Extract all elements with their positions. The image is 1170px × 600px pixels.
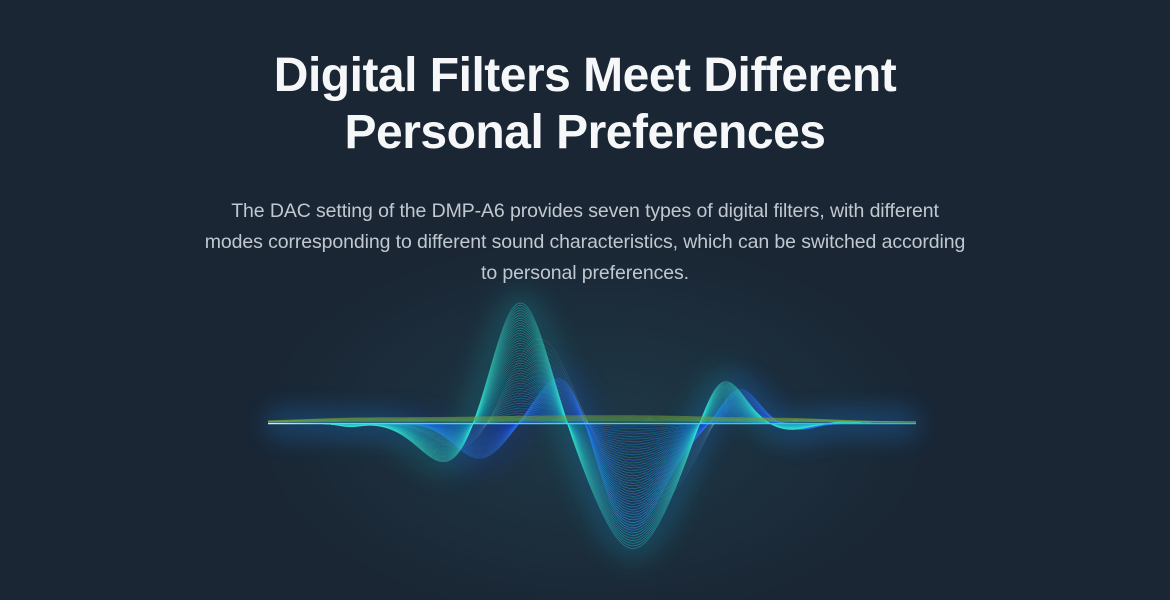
subtitle-line: The DAC setting of the DMP-A6 provides s… [231,200,939,222]
subtitle: The DAC setting of the DMP-A6 provides s… [0,196,1170,289]
waveform-graphic [255,235,935,600]
page-title-line-1: Digital Filters Meet Different [273,49,897,102]
subtitle-line: modes corresponding to different sound c… [204,231,966,253]
page-title-line-2: Personal Preferences [344,106,826,159]
page-title: Digital Filters Meet Different Personal … [0,47,1170,161]
subtitle-line: to personal preferences. [481,262,689,284]
